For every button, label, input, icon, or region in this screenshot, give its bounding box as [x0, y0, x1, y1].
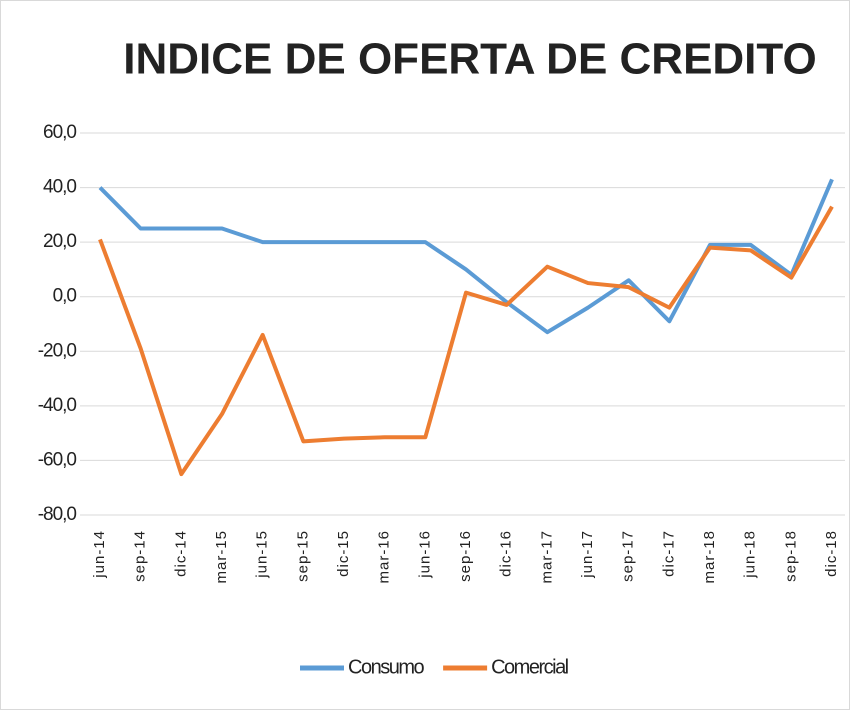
x-tick-label: dic-14 [172, 530, 189, 577]
y-tick-label: -60,0 [38, 449, 77, 470]
x-tick-label: jun-18 [742, 530, 759, 579]
y-tick-label: -40,0 [38, 395, 77, 416]
x-tick-label: sep-14 [132, 530, 149, 582]
x-tick-label: mar-17 [538, 530, 555, 584]
series-line [98, 178, 834, 335]
y-tick-label: 0,0 [53, 286, 77, 307]
x-tick-label: dic-17 [660, 530, 677, 577]
x-tick-label: dic-16 [498, 530, 515, 577]
x-tick-label: jun-14 [91, 530, 108, 579]
series-line [98, 205, 834, 477]
y-tick-label: 20,0 [43, 231, 76, 252]
y-tick-label: 60,0 [43, 122, 76, 143]
x-tick-label: mar-15 [213, 530, 230, 584]
y-tick-label: 40,0 [43, 177, 76, 198]
x-tick-label: jun-16 [416, 530, 433, 579]
chart-title: INDICE DE OFERTA DE CREDITO [123, 35, 816, 84]
legend-label: Consumo [348, 656, 424, 678]
x-tick-label: mar-18 [701, 530, 718, 584]
x-tick-label: dic-18 [823, 530, 840, 577]
legend-label: Comercial [491, 656, 569, 678]
x-tick-label: sep-16 [457, 530, 474, 582]
x-tick-label: jun-17 [579, 530, 596, 579]
x-tick-label: dic-15 [335, 530, 352, 577]
x-tick-label: sep-15 [294, 530, 311, 582]
x-tick-label: jun-15 [254, 530, 271, 579]
x-tick-label: sep-17 [620, 530, 637, 582]
x-tick-label: sep-18 [782, 530, 799, 582]
y-tick-label: -80,0 [38, 504, 77, 525]
y-tick-label: -20,0 [38, 340, 77, 361]
x-tick-label: mar-16 [376, 530, 393, 584]
